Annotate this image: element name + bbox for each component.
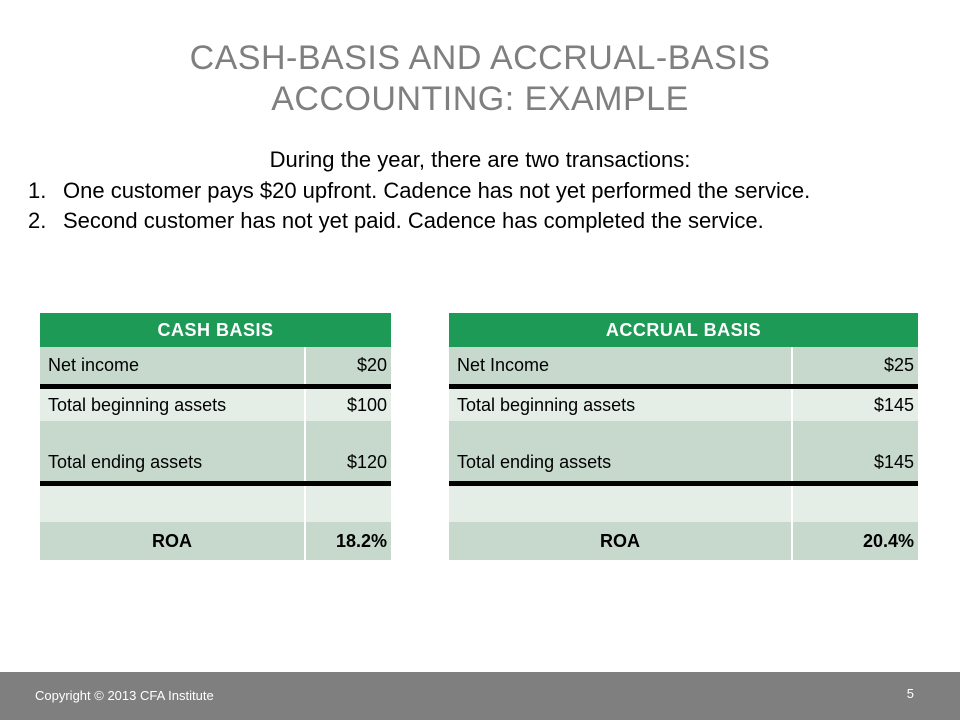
table-row xyxy=(40,483,392,522)
transaction-number: 1. xyxy=(28,178,47,203)
row-label: Total ending assets xyxy=(40,421,306,486)
page-number: 5 xyxy=(906,686,914,701)
table-header-row: CASH BASIS xyxy=(40,313,392,347)
accrual-basis-header: ACCRUAL BASIS xyxy=(449,313,918,347)
table-row: Net Income $25 xyxy=(449,347,918,389)
transaction-item-2: 2. Second customer has not yet paid. Cad… xyxy=(28,206,928,236)
slide-title-line-2: Accounting: Example xyxy=(271,80,689,118)
table-row: Total beginning assets $145 xyxy=(449,386,918,421)
roa-label: ROA xyxy=(40,522,306,560)
table-row: Total ending assets $120 xyxy=(40,421,392,486)
intro-text: During the year, there are two transacti… xyxy=(269,147,691,172)
table-header-row: ACCRUAL BASIS xyxy=(449,313,918,347)
row-label xyxy=(449,483,793,522)
row-value xyxy=(792,483,918,522)
row-label: Net income xyxy=(40,347,306,389)
cash-basis-table: CASH BASIS Net income $20 Total beginnin… xyxy=(40,313,392,560)
row-label xyxy=(40,483,306,522)
roa-value: 18.2% xyxy=(305,522,392,560)
table-row xyxy=(449,483,918,522)
roa-value: 20.4% xyxy=(792,522,918,560)
table-row: ROA 20.4% xyxy=(449,522,918,560)
transaction-text: Second customer has not yet paid. Cadenc… xyxy=(63,208,764,233)
row-value: $145 xyxy=(792,421,918,486)
row-label: Net Income xyxy=(449,347,793,389)
table-row: ROA 18.2% xyxy=(40,522,392,560)
row-value: $25 xyxy=(792,347,918,389)
row-value: $100 xyxy=(305,386,392,421)
roa-label: ROA xyxy=(449,522,793,560)
row-value: $20 xyxy=(305,347,392,389)
row-label: Total beginning assets xyxy=(449,386,793,421)
slide-title-line-1: Cash-Basis and Accrual-Basis xyxy=(189,39,771,77)
transaction-list: 1. One customer pays $20 upfront. Cadenc… xyxy=(28,176,928,236)
row-value xyxy=(305,483,392,522)
row-value: $120 xyxy=(305,421,392,486)
table-row: Net income $20 xyxy=(40,347,392,389)
footer-bar: Copyright © 2013 CFA Institute 5 xyxy=(0,672,960,720)
accrual-basis-table: ACCRUAL BASIS Net Income $25 Total begin… xyxy=(449,313,918,560)
slide-title: Cash-Basis and Accrual-Basis Accounting:… xyxy=(0,38,960,120)
transaction-item-1: 1. One customer pays $20 upfront. Cadenc… xyxy=(28,176,928,206)
row-label: Total ending assets xyxy=(449,421,793,486)
table-row: Total ending assets $145 xyxy=(449,421,918,486)
row-label: Total beginning assets xyxy=(40,386,306,421)
transaction-text: One customer pays $20 upfront. Cadence h… xyxy=(63,178,811,203)
table-row: Total beginning assets $100 xyxy=(40,386,392,421)
row-value: $145 xyxy=(792,386,918,421)
cash-basis-header: CASH BASIS xyxy=(40,313,392,347)
copyright-text: Copyright © 2013 CFA Institute xyxy=(35,688,214,703)
transaction-number: 2. xyxy=(28,208,47,233)
